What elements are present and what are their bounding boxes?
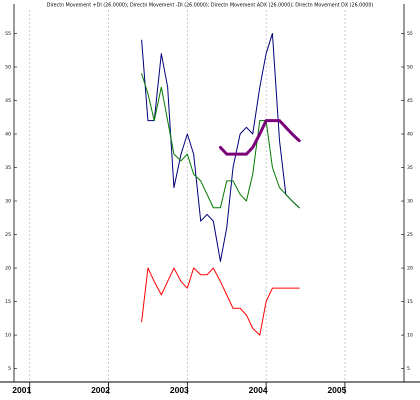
y-tick-label-right: 20 [407,266,413,272]
y-tick-label-right: 55 [407,31,413,37]
y-tick-label-right: 30 [407,199,413,205]
series-line-2 [141,73,300,209]
y-tick-label-left: 55 [5,31,11,37]
chart-title: Directn Movement +DI (26.0000); Directn … [47,3,374,9]
y-tick-label-left: 45 [5,98,11,104]
y-tick-label-left: 50 [5,65,11,71]
y-tick-label-right: 40 [407,132,413,138]
y-tick-label-left: 40 [5,132,11,138]
y-tick-label-right: 45 [407,98,413,104]
series-line-3 [218,119,301,156]
series-line-4 [141,267,300,336]
x-tick-label: 2004 [249,385,268,395]
y-tick-label-left: 35 [5,165,11,171]
y-tick-label-left: 20 [5,266,11,272]
x-tick-label: 2003 [170,385,189,395]
y-tick-label-right: 35 [407,165,413,171]
x-tick-label: 2005 [327,385,346,395]
y-tick-label-left: 10 [5,333,11,339]
y-tick-label-left: 25 [5,232,11,238]
x-tick-label: 2001 [12,385,31,395]
y-tick-label-right: 5 [407,366,410,372]
series-lines [141,32,301,336]
x-tick-label: 2002 [91,385,110,395]
y-tick-label-left: 15 [5,299,11,305]
y-tick-label-left: 5 [8,366,11,372]
y-tick-label-right: 10 [407,333,413,339]
y-tick-label-right: 25 [407,232,413,238]
y-tick-label-right: 50 [407,65,413,71]
grid [29,10,346,382]
series-line-1 [141,32,300,262]
y-tick-label-left: 30 [5,199,11,205]
y-tick-label-right: 15 [407,299,413,305]
